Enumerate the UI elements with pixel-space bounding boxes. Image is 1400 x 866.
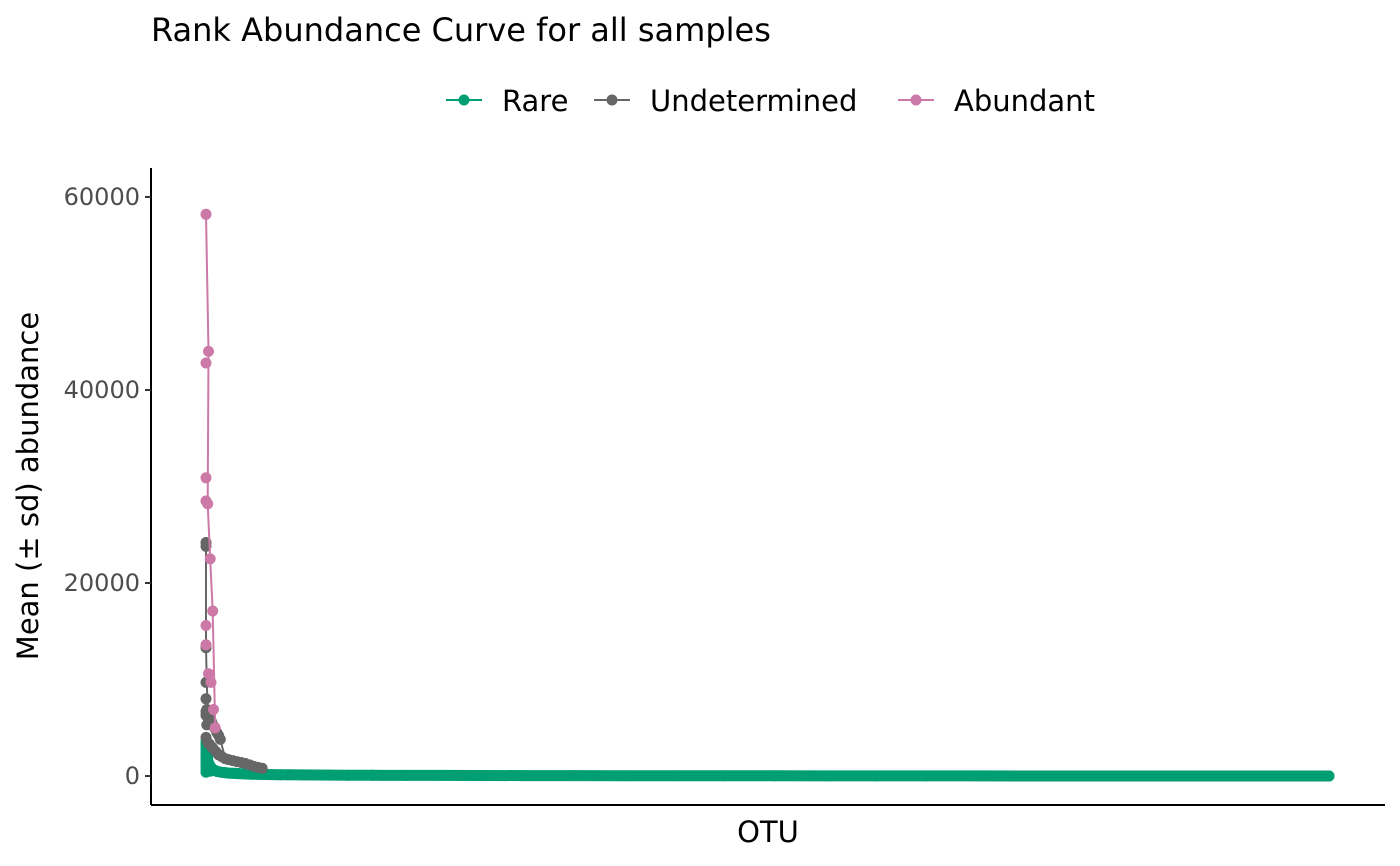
y-axis-title: Mean (± sd) abundance bbox=[11, 312, 45, 660]
legend-label: Abundant bbox=[954, 84, 1095, 118]
data-point bbox=[200, 639, 212, 651]
series-abundant bbox=[200, 208, 221, 734]
data-point bbox=[200, 472, 212, 484]
chart-title: Rank Abundance Curve for all samples bbox=[151, 11, 771, 49]
legend-marker bbox=[458, 94, 470, 106]
data-point bbox=[208, 704, 219, 715]
data-point bbox=[209, 722, 221, 734]
plot-area bbox=[200, 208, 1335, 782]
data-point bbox=[205, 676, 217, 688]
legend-label: Undetermined bbox=[650, 84, 857, 118]
x-axis-title: OTU bbox=[737, 815, 799, 849]
rare-point-band bbox=[218, 767, 1335, 782]
legend-item-undetermined: Undetermined bbox=[594, 84, 857, 118]
data-point bbox=[204, 553, 216, 565]
data-point bbox=[200, 693, 212, 705]
legend-marker bbox=[910, 94, 922, 106]
y-tick-label: 20000 bbox=[64, 569, 140, 597]
y-tick-label: 60000 bbox=[64, 183, 140, 211]
y-tick-label: 0 bbox=[125, 762, 140, 790]
legend-item-abundant: Abundant bbox=[898, 84, 1095, 118]
data-point bbox=[256, 762, 268, 774]
series-undetermined bbox=[200, 537, 268, 774]
series-line bbox=[205, 214, 217, 728]
series-rare bbox=[200, 735, 1335, 782]
legend-marker bbox=[606, 94, 618, 106]
data-point bbox=[200, 620, 212, 631]
data-point bbox=[203, 668, 214, 680]
data-point bbox=[203, 345, 214, 357]
data-point bbox=[200, 208, 212, 220]
y-axis-ticks: 0 20000 40000 60000 bbox=[64, 183, 151, 790]
data-point bbox=[202, 498, 214, 510]
data-point bbox=[207, 605, 219, 617]
data-point bbox=[214, 733, 226, 745]
legend-label: Rare bbox=[502, 84, 568, 118]
series-layer bbox=[200, 208, 1335, 782]
data-point bbox=[200, 357, 212, 369]
legend: Rare Undetermined Abundant bbox=[446, 84, 1095, 118]
legend-item-rare: Rare bbox=[446, 84, 568, 118]
y-tick-label: 40000 bbox=[64, 376, 140, 404]
